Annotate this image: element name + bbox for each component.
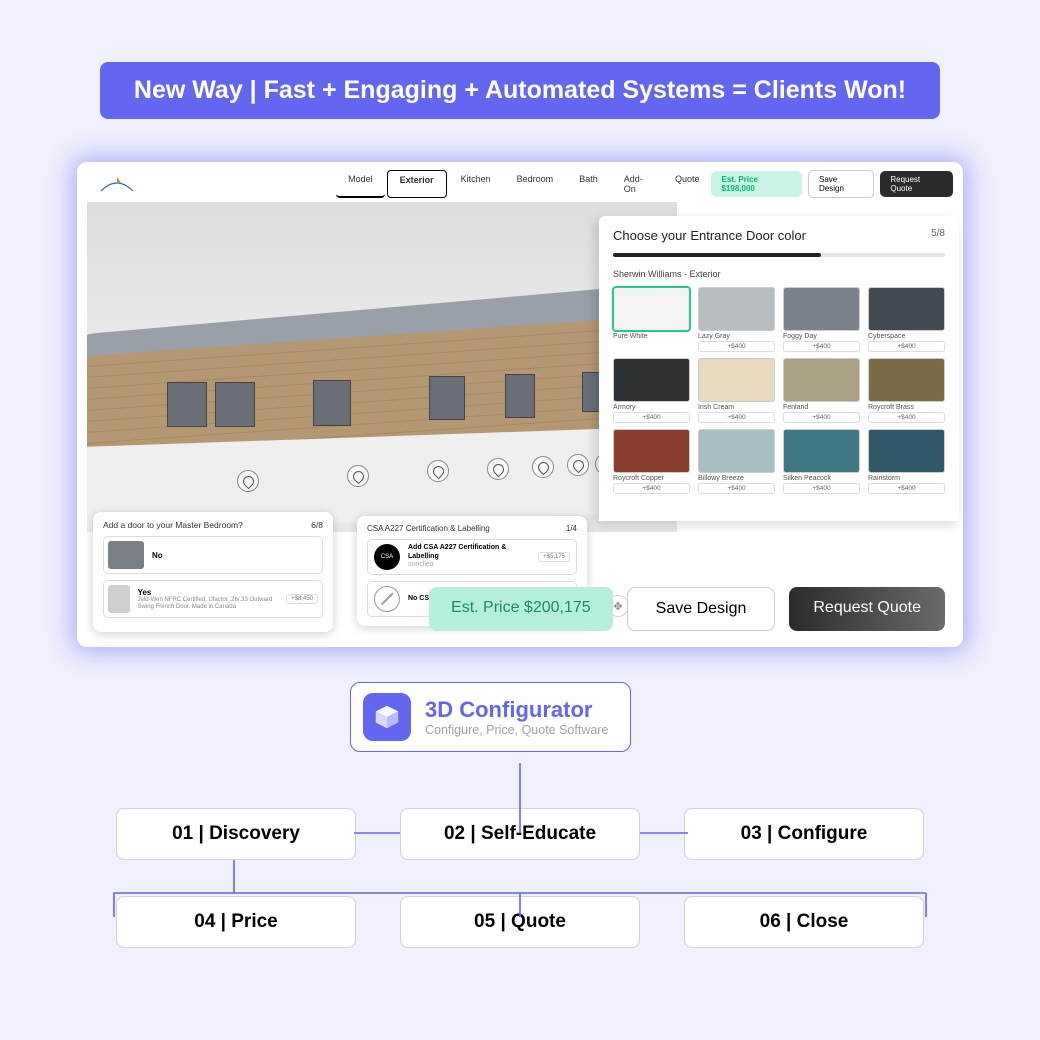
hotspot-icon[interactable] <box>237 470 259 492</box>
hotspot-icon[interactable] <box>487 458 509 480</box>
swatch-price: +$400 <box>698 483 775 494</box>
bedroom-option[interactable]: No <box>103 536 323 574</box>
flow-node: 05 | Quote <box>400 896 640 948</box>
configurator-title: 3D Configurator <box>425 697 608 723</box>
swatch-irish-cream[interactable]: Irish Cream+$400 <box>698 358 775 423</box>
color-panel-progress <box>613 253 945 257</box>
swatch-label: Rainstorm <box>868 475 945 482</box>
color-panel-title: Choose your Entrance Door color <box>613 228 806 243</box>
swatch-cyberspace[interactable]: Cyberspace+$400 <box>868 287 945 352</box>
swatch-foggy-day[interactable]: Foggy Day+$400 <box>783 287 860 352</box>
swatch-roycroft-brass[interactable]: Roycroft Brass+$400 <box>868 358 945 423</box>
flowchart-lines <box>0 753 1040 1023</box>
swatch-label: Irish Cream <box>698 404 775 411</box>
nav-tabs: ModelExteriorKitchenBedroomBathAdd-OnQuo… <box>336 170 711 198</box>
nav-tab-quote[interactable]: Quote <box>663 170 712 198</box>
swatch-price: +$400 <box>783 483 860 494</box>
swatch-billowy-breeze[interactable]: Billowy Breeze+$400 <box>698 429 775 494</box>
configurator-subtitle: Configure, Price, Quote Software <box>425 723 608 737</box>
cert-title: CSA A227 Certification & Labelling <box>367 524 490 533</box>
nav-tab-add-on[interactable]: Add-On <box>612 170 661 198</box>
header-banner: New Way | Fast + Engaging + Automated Sy… <box>100 62 940 119</box>
swatch-label: Fenland <box>783 404 860 411</box>
configurator-label-card: 3D Configurator Configure, Price, Quote … <box>350 682 631 752</box>
save-design-button[interactable]: Save Design <box>627 587 776 631</box>
house-3d-view[interactable] <box>87 202 677 532</box>
swatch-label: Silken Peacock <box>783 475 860 482</box>
app-logo <box>87 172 146 196</box>
swatch-label: Billowy Breeze <box>698 475 775 482</box>
bedroom-popup-step: 6/8 <box>311 520 323 530</box>
swatch-price: +$400 <box>613 483 690 494</box>
process-flowchart: 01 | Discovery 02 | Self-Educate 03 | Conf… <box>0 808 1040 948</box>
hotspot-icon[interactable] <box>427 460 449 482</box>
flow-node: 03 | Configure <box>684 808 924 860</box>
hotspot-icon[interactable] <box>567 454 589 476</box>
flow-node: 04 | Price <box>116 896 356 948</box>
swatch-fenland[interactable]: Fenland+$400 <box>783 358 860 423</box>
bedroom-popup-title: Add a door to your Master Bedroom? <box>103 520 243 530</box>
hotspot-icon[interactable] <box>347 465 369 487</box>
bedroom-door-popup: Add a door to your Master Bedroom? 6/8 N… <box>93 512 333 632</box>
swatch-price: +$400 <box>783 341 860 352</box>
swatch-label: Pure White <box>613 333 690 340</box>
flow-node: 01 | Discovery <box>116 808 356 860</box>
swatch-lazy-gray[interactable]: Lazy Gray+$400 <box>698 287 775 352</box>
swatch-price: +$400 <box>868 483 945 494</box>
flow-node: 06 | Close <box>684 896 924 948</box>
nav-tab-bath[interactable]: Bath <box>567 170 610 198</box>
cert-option[interactable]: CSAAdd CSA A227 Certification & Labellin… <box>367 539 577 575</box>
swatch-price: +$400 <box>698 412 775 423</box>
hotspot-icon[interactable] <box>532 456 554 478</box>
swatch-armory[interactable]: Armory+$400 <box>613 358 690 423</box>
cert-step: 1/4 <box>566 524 577 533</box>
app-screenshot-card: ModelExteriorKitchenBedroomBathAdd-OnQuo… <box>77 162 963 647</box>
swatch-price: +$400 <box>868 341 945 352</box>
nav-tab-kitchen[interactable]: Kitchen <box>449 170 503 198</box>
swatch-label: Foggy Day <box>783 333 860 340</box>
swatch-roycroft-copper[interactable]: Roycroft Copper+$400 <box>613 429 690 494</box>
est-price-pill: Est. Price $200,175 <box>429 587 613 631</box>
swatch-label: Cyberspace <box>868 333 945 340</box>
request-quote-button[interactable]: Request Quote <box>789 587 945 631</box>
request-quote-button-small[interactable]: Request Quote <box>880 171 953 197</box>
swatch-price: +$400 <box>783 412 860 423</box>
swatch-price: +$400 <box>613 412 690 423</box>
nav-tab-model[interactable]: Model <box>336 170 385 198</box>
flow-node: 02 | Self-Educate <box>400 808 640 860</box>
color-brand-label: Sherwin Williams - Exterior <box>613 269 945 279</box>
swatch-price: +$400 <box>868 412 945 423</box>
swatch-rainstorm[interactable]: Rainstorm+$400 <box>868 429 945 494</box>
swatch-grid: Pure WhiteLazy Gray+$400Foggy Day+$400Cy… <box>613 287 945 494</box>
nav-right-actions: Est. Price $198,000 Save Design Request … <box>711 170 953 198</box>
color-chooser-panel: Choose your Entrance Door color 5/8 Sher… <box>599 216 959 521</box>
nav-tab-exterior[interactable]: Exterior <box>387 170 447 198</box>
swatch-label: Roycroft Copper <box>613 475 690 482</box>
footer-actions: Est. Price $200,175 Save Design Request … <box>429 587 945 631</box>
swatch-silken-peacock[interactable]: Silken Peacock+$400 <box>783 429 860 494</box>
swatch-price: +$400 <box>698 341 775 352</box>
app-nav: ModelExteriorKitchenBedroomBathAdd-OnQuo… <box>87 172 953 196</box>
swatch-label: Armory <box>613 404 690 411</box>
swatch-pure-white[interactable]: Pure White <box>613 287 690 352</box>
est-price-pill-small: Est. Price $198,000 <box>711 171 802 197</box>
save-design-button-small[interactable]: Save Design <box>808 170 874 198</box>
configurator-box-icon <box>363 693 411 741</box>
nav-tab-bedroom[interactable]: Bedroom <box>505 170 566 198</box>
swatch-label: Lazy Gray <box>698 333 775 340</box>
color-panel-step: 5/8 <box>931 228 945 243</box>
swatch-label: Roycroft Brass <box>868 404 945 411</box>
bedroom-option[interactable]: YesJeld-Wen NFRC Certified, Ufactor .26/… <box>103 580 323 618</box>
